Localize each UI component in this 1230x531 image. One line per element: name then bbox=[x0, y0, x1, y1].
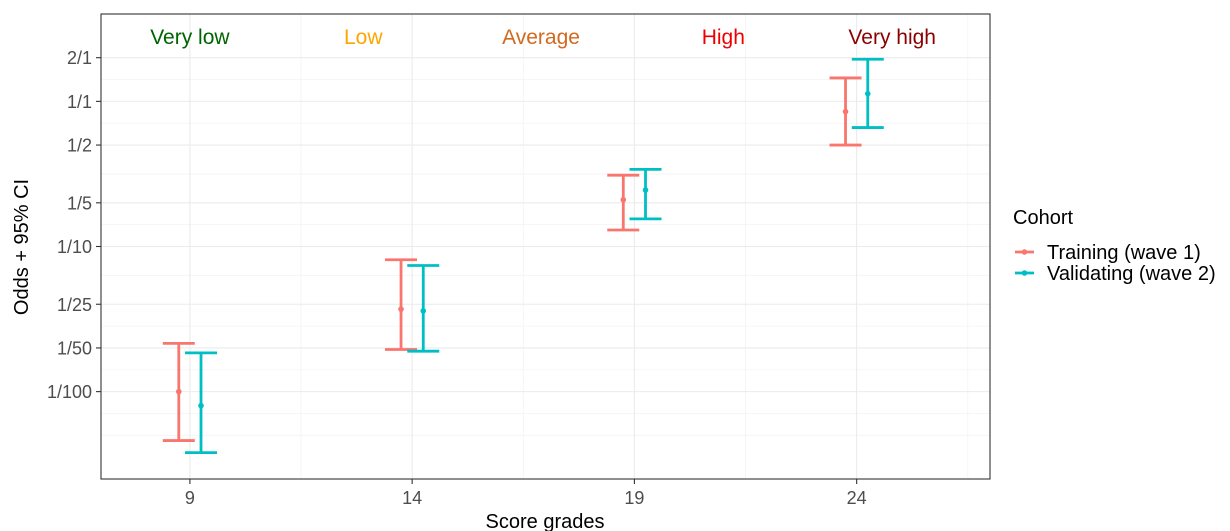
y-tick-label: 1/5 bbox=[67, 193, 92, 213]
risk-band-label: High bbox=[702, 26, 745, 49]
risk-band-label: Very high bbox=[848, 26, 936, 49]
x-tick-label: 9 bbox=[185, 488, 195, 508]
point-estimate bbox=[175, 388, 182, 395]
point-estimate bbox=[842, 108, 849, 115]
point-estimate bbox=[398, 306, 404, 312]
legend-label: Validating (wave 2) bbox=[1047, 263, 1216, 285]
risk-band-labels: Very low Low Average High Very high bbox=[150, 26, 936, 49]
x-tick-label: 14 bbox=[402, 488, 422, 508]
series-group bbox=[185, 57, 884, 455]
y-tick-label: 1/1 bbox=[67, 92, 92, 112]
y-tick-label: 1/100 bbox=[47, 382, 92, 402]
point-estimate bbox=[864, 90, 871, 97]
legend-key-point bbox=[1021, 270, 1028, 276]
series-group bbox=[162, 76, 862, 442]
risk-band-label: Low bbox=[344, 26, 383, 49]
legend-key-point bbox=[1021, 249, 1028, 255]
y-tick-label: 1/2 bbox=[67, 136, 92, 156]
point-estimate bbox=[620, 196, 627, 203]
legend: Cohort Training (wave 1)Validating (wave… bbox=[1013, 207, 1216, 285]
point-estimate bbox=[642, 187, 649, 193]
y-tick-label: 1/10 bbox=[57, 237, 92, 257]
x-tick-label: 19 bbox=[624, 488, 644, 508]
x-tick-label: 24 bbox=[847, 488, 867, 508]
risk-band-label: Very low bbox=[150, 26, 230, 49]
risk-band-label: Average bbox=[502, 26, 580, 49]
legend-title: Cohort bbox=[1013, 207, 1073, 229]
point-estimate bbox=[420, 308, 427, 314]
error-bar-series bbox=[162, 57, 884, 455]
legend-label: Training (wave 1) bbox=[1047, 242, 1201, 264]
legend-item: Training (wave 1) bbox=[1015, 242, 1201, 264]
y-axis: 2/1 1/1 1/2 1/5 1/10 1/25 1/50 1/100 bbox=[47, 48, 101, 402]
y-tick-label: 1/50 bbox=[57, 338, 92, 358]
x-axis-title: Score grades bbox=[486, 511, 605, 531]
x-axis: 9 14 19 24 bbox=[185, 479, 867, 508]
point-estimate bbox=[198, 402, 204, 409]
y-axis-title: Odds + 95% CI bbox=[11, 179, 33, 315]
legend-item: Validating (wave 2) bbox=[1015, 263, 1216, 285]
y-tick-label: 1/25 bbox=[57, 295, 92, 315]
y-tick-label: 2/1 bbox=[67, 48, 92, 68]
